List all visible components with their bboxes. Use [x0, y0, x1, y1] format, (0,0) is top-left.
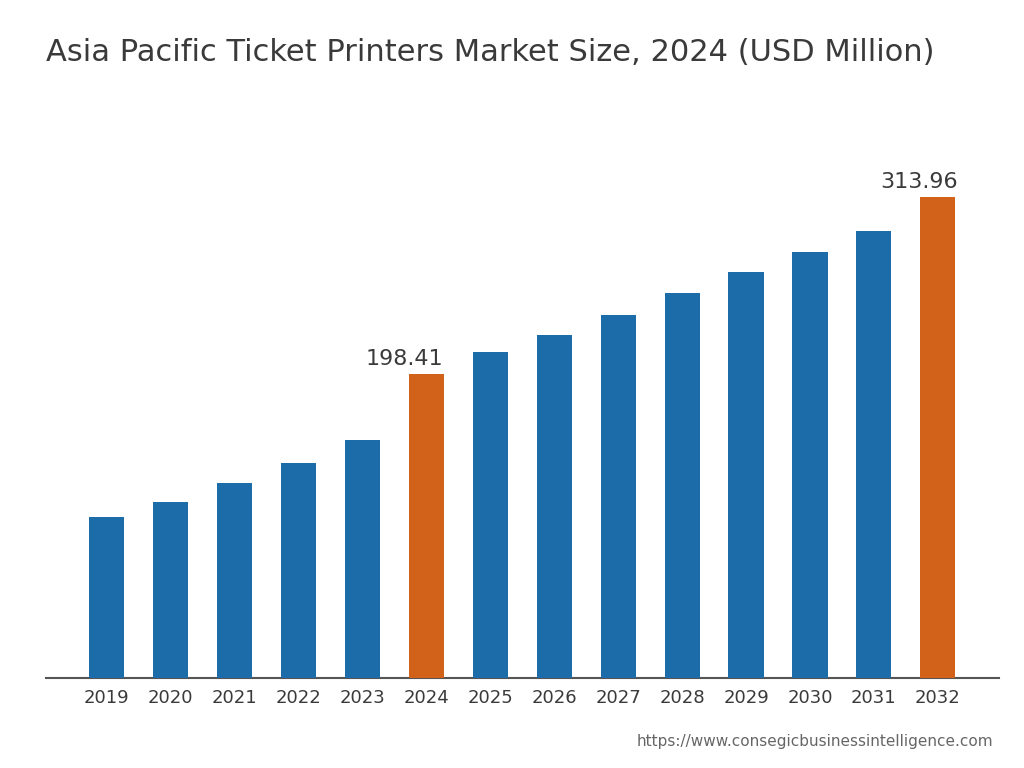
- Bar: [665, 293, 699, 678]
- Bar: [281, 463, 316, 678]
- Bar: [153, 502, 188, 678]
- Bar: [856, 230, 892, 678]
- Bar: [345, 440, 380, 678]
- Bar: [473, 352, 508, 678]
- Bar: [89, 517, 124, 678]
- Bar: [793, 252, 827, 678]
- Text: Asia Pacific Ticket Printers Market Size, 2024 (USD Million): Asia Pacific Ticket Printers Market Size…: [46, 38, 934, 67]
- Bar: [409, 374, 444, 678]
- Bar: [921, 197, 955, 678]
- Text: 313.96: 313.96: [881, 172, 957, 192]
- Text: 198.41: 198.41: [366, 349, 443, 369]
- Bar: [600, 315, 636, 678]
- Bar: [728, 272, 764, 678]
- Bar: [537, 335, 571, 678]
- Bar: [217, 483, 252, 678]
- Text: https://www.consegicbusinessintelligence.com: https://www.consegicbusinessintelligence…: [637, 733, 993, 749]
